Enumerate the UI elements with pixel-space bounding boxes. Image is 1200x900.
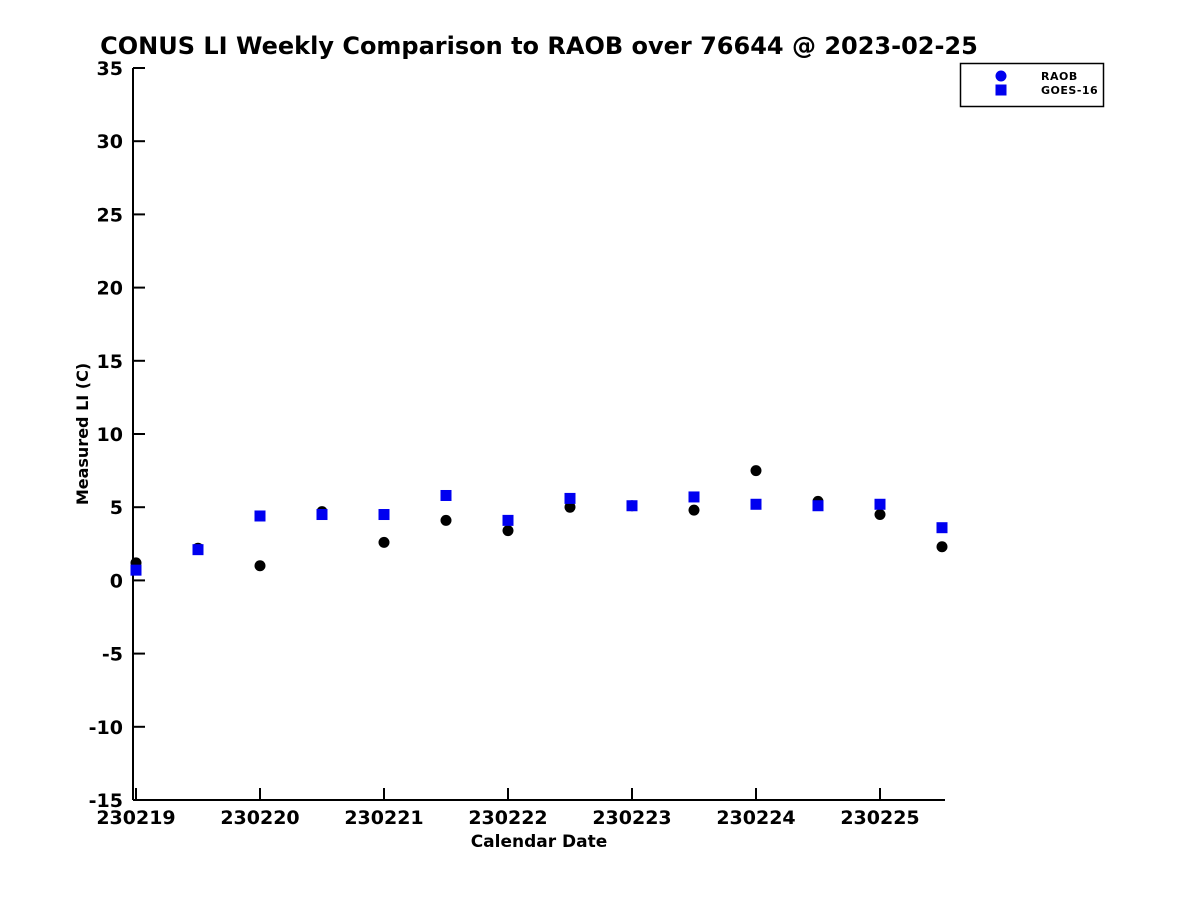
data-point-raob-230222.5	[564, 501, 576, 513]
legend-goes16-marker-icon	[995, 84, 1007, 96]
data-point-goes16-230224	[750, 498, 762, 510]
x-tick-label-230219: 230219	[96, 807, 175, 829]
y-tick-label-20: 20	[97, 278, 123, 300]
data-point-goes16-230223	[626, 500, 638, 512]
data-point-goes16-230224.5	[812, 500, 824, 512]
data-point-goes16-230223.5	[688, 491, 700, 503]
chart-title: CONUS LI Weekly Comparison to RAOB over …	[100, 32, 978, 60]
data-point-raob-230225.5	[936, 541, 948, 553]
data-point-goes16-230222.5	[564, 492, 576, 504]
y-axis-label: Measured LI (C)	[73, 363, 92, 505]
legend-raob-marker-icon	[995, 70, 1007, 82]
data-point-raob-230225	[874, 509, 886, 521]
y-tick-label-5: 5	[110, 497, 123, 519]
legend-label-goes16: GOES-16	[1041, 84, 1098, 97]
y-tick-label--5: -5	[102, 644, 123, 666]
x-tick-label-230224: 230224	[716, 807, 795, 829]
x-tick-label-230221: 230221	[344, 807, 423, 829]
data-point-goes16-230219.5	[192, 544, 204, 556]
data-point-goes16-230221.5	[440, 489, 452, 501]
x-tick-label-230222: 230222	[468, 807, 547, 829]
data-point-raob-230222	[502, 525, 514, 537]
y-tick-label-0: 0	[110, 570, 123, 592]
data-point-raob-230221	[378, 536, 390, 548]
legend-label-raob: RAOB	[1041, 70, 1078, 83]
y-tick-label-10: 10	[97, 424, 123, 446]
y-tick-label-30: 30	[97, 131, 123, 153]
data-point-raob-230220	[254, 560, 266, 572]
x-tick-label-230223: 230223	[592, 807, 671, 829]
y-tick-label--10: -10	[89, 717, 123, 739]
x-axis-label: Calendar Date	[471, 832, 608, 852]
y-tick-label-25: 25	[97, 204, 123, 226]
x-tick-label-230220: 230220	[220, 807, 299, 829]
data-point-goes16-230225.5	[936, 522, 948, 534]
data-point-goes16-230222	[502, 514, 514, 526]
y-tick-label-35: 35	[97, 58, 123, 80]
y-axis-ticks: 35 30 25 20 15 10 5 0 -5 -10 -15	[89, 58, 145, 812]
legend: RAOB GOES-16	[959, 62, 1105, 108]
data-point-raob-230221.5	[440, 514, 452, 526]
y-tick-label--15: -15	[89, 790, 123, 812]
data-point-goes16-230220	[254, 510, 266, 522]
y-tick-label-15: 15	[97, 351, 123, 373]
x-tick-label-230225: 230225	[840, 807, 919, 829]
data-point-raob-230223.5	[688, 504, 700, 516]
legend-box	[959, 62, 1105, 108]
data-points	[130, 465, 948, 576]
data-point-goes16-230225	[874, 498, 886, 510]
data-point-raob-230224	[750, 465, 762, 477]
x-axis-ticks: 230219 230220 230221 230222 230223 230224 2302…	[96, 788, 920, 829]
data-point-goes16-230221	[378, 509, 390, 521]
data-point-goes16-230219	[130, 564, 142, 576]
data-point-goes16-230220.5	[316, 509, 328, 521]
